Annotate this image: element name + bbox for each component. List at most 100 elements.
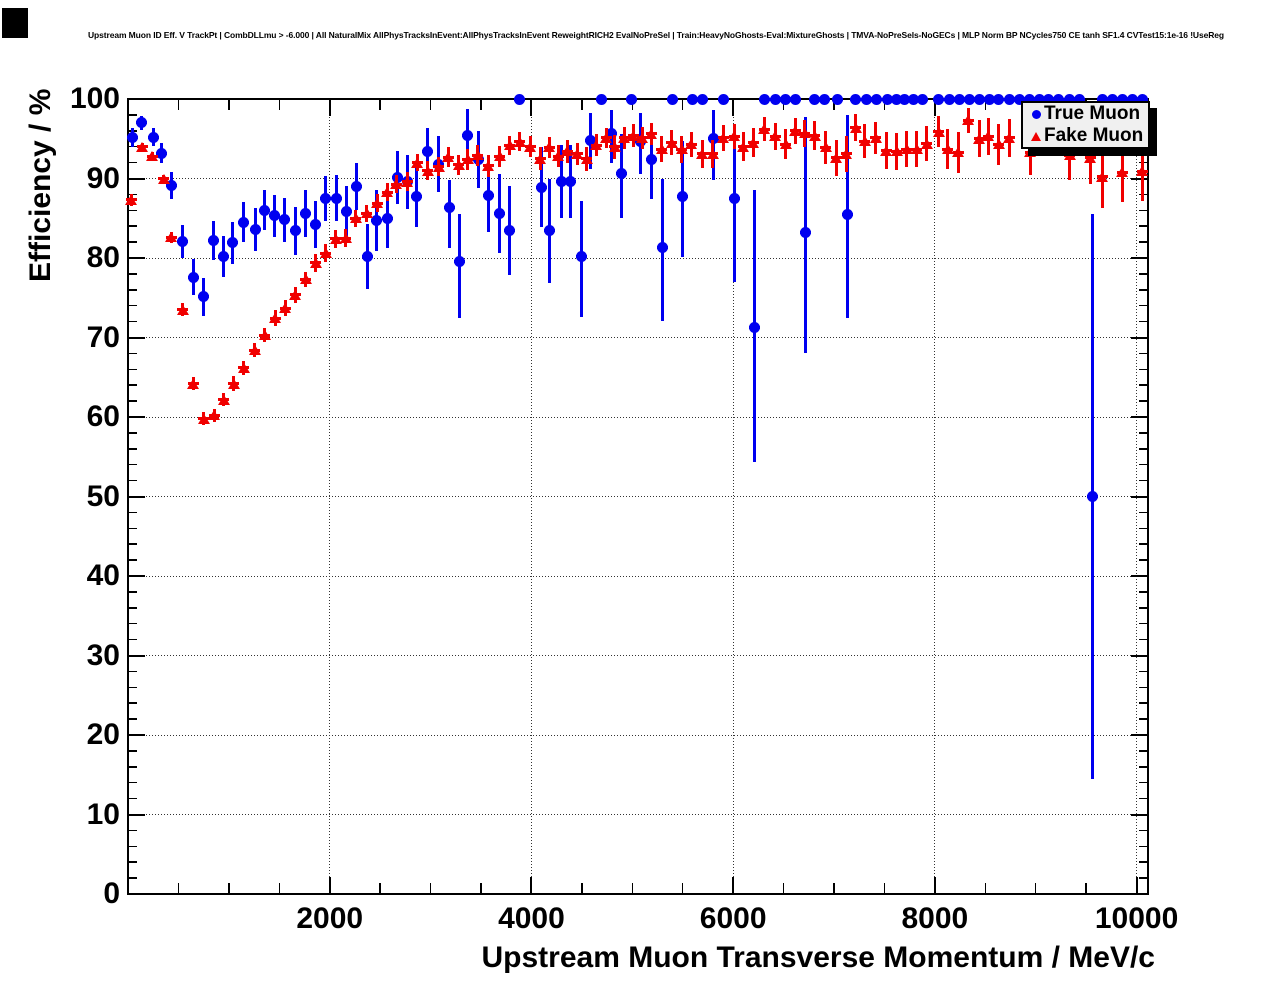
y-axis-tick-right: [1131, 575, 1147, 577]
data-point-true-muon: [666, 93, 678, 105]
data-point-fake-muon: [339, 233, 352, 244]
y-axis-tick: [129, 177, 145, 180]
x-tick-label: 4000: [498, 902, 565, 935]
y-axis-tick-right: [1139, 289, 1147, 291]
data-point-fake-muon: [217, 394, 230, 405]
data-point-fake-muon: [146, 151, 159, 162]
gridline-horizontal: [128, 416, 1148, 418]
y-axis-tick: [129, 813, 145, 816]
data-point-fake-muon: [645, 128, 658, 139]
data-point-true-muon: [676, 191, 688, 203]
y-axis-tick: [129, 893, 145, 895]
data-point-true-muon: [330, 192, 342, 204]
data-point-true-muon: [155, 147, 167, 159]
data-point-true-muon: [993, 93, 1005, 105]
y-axis-tick-right: [1131, 495, 1147, 498]
data-point-fake-muon: [136, 141, 149, 152]
data-point-fake-muon: [920, 138, 933, 149]
data-point-fake-muon: [197, 413, 210, 424]
data-point-fake-muon: [401, 176, 414, 187]
data-point-fake-muon: [503, 140, 516, 151]
data-point-true-muon: [1043, 93, 1055, 105]
x-axis-tick: [681, 883, 684, 893]
data-point-true-muon: [237, 216, 249, 228]
data-point-fake-muon: [982, 131, 995, 142]
data-point-fake-muon: [608, 141, 621, 152]
data-point-true-muon: [749, 321, 761, 333]
data-point-true-muon: [421, 145, 433, 157]
x-axis-tick-top: [581, 100, 583, 110]
data-point-fake-muon: [840, 148, 853, 159]
plot-title: Upstream Muon ID Eff. V TrackPt | CombDL…: [88, 30, 1224, 40]
data-point-true-muon: [310, 219, 322, 231]
y-axis-tick-right: [1139, 225, 1147, 227]
legend-label-true-muon: True Muon: [1044, 103, 1141, 124]
data-point-true-muon: [899, 93, 911, 105]
x-axis-tick-top: [328, 100, 331, 116]
y-axis-tick: [129, 320, 137, 323]
x-axis-tick: [177, 883, 180, 893]
y-axis-tick: [129, 225, 137, 227]
data-point-true-muon: [250, 223, 262, 235]
y-axis-tick-right: [1139, 607, 1147, 609]
data-point-true-muon: [1003, 93, 1015, 105]
data-point-true-muon: [187, 271, 199, 283]
gridline-horizontal: [128, 814, 1148, 815]
data-point-fake-muon: [992, 139, 1005, 150]
x-axis-tick: [379, 883, 381, 893]
x-axis-tick: [328, 877, 331, 893]
data-point-true-muon: [809, 93, 821, 105]
data-point-true-muon: [217, 250, 229, 262]
y-tick-label: 10: [86, 797, 120, 831]
y-axis-tick: [129, 304, 137, 307]
data-point-true-muon: [453, 256, 465, 268]
y-axis-tick-right: [1139, 686, 1147, 689]
y-axis-tick: [129, 241, 137, 243]
y-axis-tick-right: [1139, 829, 1147, 832]
data-point-true-muon: [300, 207, 311, 219]
y-axis-tick-right: [1139, 463, 1147, 466]
y-axis-tick: [129, 750, 137, 752]
y-axis-tick-right: [1139, 400, 1147, 402]
y-axis-tick-right: [1139, 670, 1147, 673]
y-axis-tick: [129, 463, 137, 466]
data-point-fake-muon: [329, 233, 342, 244]
x-axis-tick: [732, 877, 735, 893]
data-point-fake-muon: [442, 152, 455, 163]
data-point-true-muon: [513, 93, 525, 105]
data-point-true-muon: [381, 212, 393, 224]
data-point-fake-muon: [941, 144, 954, 155]
data-point-fake-muon: [627, 130, 640, 141]
data-point-fake-muon: [747, 137, 760, 148]
y-axis-tick-right: [1131, 416, 1147, 418]
fake-muon-triangle-icon: [1028, 131, 1044, 141]
x-tick-label: 8000: [901, 902, 969, 935]
data-point-true-muon: [616, 168, 628, 180]
y-axis-tick-right: [1139, 352, 1147, 355]
y-axis-tick: [129, 384, 137, 386]
legend-label-fake-muon: Fake Muon: [1044, 125, 1144, 146]
data-point-true-muon: [780, 93, 792, 105]
y-axis-tick: [129, 400, 137, 402]
data-point-fake-muon: [696, 148, 709, 159]
data-point-fake-muon: [227, 378, 240, 389]
data-point-fake-muon: [737, 141, 750, 152]
y-axis-tick: [129, 432, 137, 434]
y-axis-tick-right: [1131, 893, 1147, 895]
data-point-true-muon: [148, 131, 160, 143]
data-point-true-muon: [127, 132, 139, 144]
data-point-fake-muon: [552, 151, 565, 162]
data-point-true-muon: [943, 93, 955, 105]
x-axis-tick: [1034, 883, 1037, 893]
y-axis-tick: [129, 638, 137, 641]
data-point-fake-muon: [758, 124, 771, 135]
x-axis-tick-top: [278, 100, 281, 110]
data-point-true-muon: [1127, 93, 1139, 105]
data-point-fake-muon: [561, 146, 574, 157]
data-point-true-muon: [575, 250, 587, 262]
y-axis-tick-right: [1139, 718, 1147, 720]
y-axis-tick: [129, 543, 137, 545]
y-axis-tick: [129, 607, 137, 609]
data-point-fake-muon: [655, 144, 668, 155]
gridline-horizontal: [128, 178, 1148, 179]
